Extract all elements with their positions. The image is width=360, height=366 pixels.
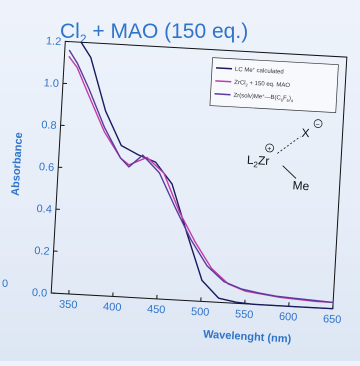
structure-x: X (301, 126, 310, 140)
legend-swatch-2 (215, 81, 231, 82)
y-tick-label: 0.4 (36, 203, 52, 216)
y-tick-label: 1.2 (46, 35, 62, 48)
structure-annotation: L2Zr + X − Me (245, 116, 322, 194)
structure-l2zr: L2Zr (246, 153, 269, 170)
me-bond (282, 166, 297, 179)
minus-charge: − (315, 121, 319, 128)
x-tick-label: 400 (103, 301, 122, 314)
legend-swatch-3 (215, 94, 231, 95)
y-tick-label: 0.8 (41, 119, 57, 132)
cropped-edge-label: 0 (2, 278, 8, 290)
x-tick-label: 600 (279, 311, 298, 324)
chart-title: Cl2 + MAO (150 eq.) (60, 20, 248, 46)
ion-pair-bond (277, 135, 300, 154)
plus-charge: + (267, 146, 271, 153)
structure-me: Me (292, 178, 310, 193)
x-axis-title: Wavelenght (nm) (203, 329, 292, 346)
y-tick-label: 1.0 (43, 77, 59, 90)
x-tick-label: 550 (235, 308, 254, 321)
x-tick-label: 350 (59, 298, 78, 311)
y-tick-label: 0.6 (39, 161, 55, 174)
legend: LC Me+ calculated ZrCl2 + 150 eq. MAO Zr… (210, 58, 338, 113)
y-axis-title: Absorbance (10, 132, 26, 196)
x-tick-label: 500 (191, 306, 210, 319)
x-tick-label: 450 (147, 303, 166, 316)
x-tick-label: 650 (323, 313, 342, 326)
legend-swatch-1 (216, 68, 232, 69)
y-tick-label: 0.0 (32, 287, 48, 300)
plot-area: 350 400 450 500 550 600 650 0.0 0.2 0.4 0.6 0.8 1.0 1… (2, 34, 356, 348)
y-tick-label: 0.2 (34, 245, 50, 258)
